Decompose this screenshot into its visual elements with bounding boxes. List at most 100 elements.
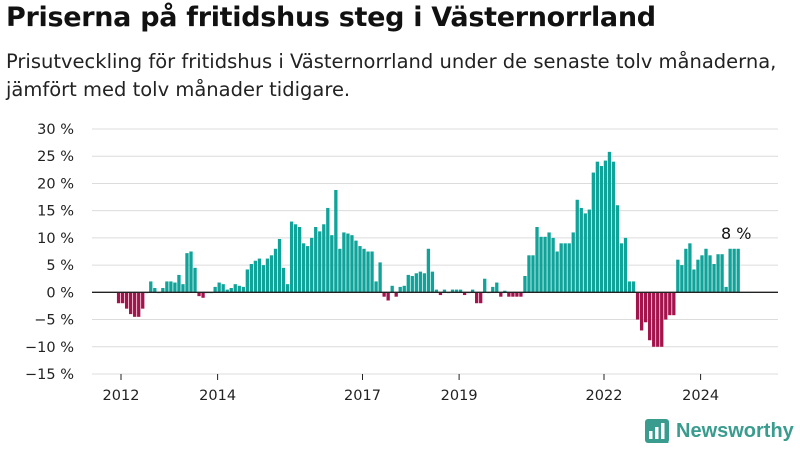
bar	[338, 248, 342, 293]
y-tick-label: 0 %	[46, 285, 74, 301]
bar	[149, 281, 153, 293]
bar	[454, 289, 459, 293]
bar	[314, 227, 318, 293]
bars	[116, 151, 740, 347]
bar	[567, 243, 571, 293]
bar	[133, 292, 137, 317]
bar	[656, 292, 660, 347]
y-tick-label: 20 %	[37, 176, 74, 192]
bar	[269, 255, 274, 293]
bar	[660, 292, 664, 347]
x-tick-label: 2017	[344, 388, 381, 404]
bar	[169, 281, 173, 293]
bar	[237, 285, 241, 293]
bar	[249, 264, 254, 293]
bar	[434, 289, 439, 293]
bar	[402, 285, 406, 293]
brand-name: Newsworthy	[676, 419, 794, 442]
x-tick-label: 2024	[682, 388, 719, 404]
bar	[680, 265, 684, 293]
bar	[462, 292, 467, 296]
x-axis-ticks: 2012 2014 2017 2019 2022 2024	[103, 374, 719, 404]
bar	[515, 292, 519, 297]
newsworthy-logo: Newsworthy	[644, 418, 794, 444]
y-tick-label: 5 %	[46, 258, 74, 274]
bar	[161, 287, 165, 293]
bar	[370, 251, 374, 293]
bar	[342, 232, 346, 293]
bar	[366, 251, 370, 293]
bar	[173, 282, 177, 293]
bar	[563, 243, 567, 293]
bar	[398, 286, 402, 293]
bar	[579, 207, 583, 293]
bar	[197, 292, 201, 297]
bar	[334, 189, 338, 293]
bar	[503, 290, 507, 293]
y-tick-label: −5 %	[34, 313, 74, 329]
bar	[599, 166, 604, 293]
bar	[386, 292, 390, 301]
bar	[378, 262, 382, 293]
bar	[326, 207, 330, 293]
bar	[688, 243, 692, 293]
bar	[479, 292, 483, 304]
bar	[233, 284, 237, 293]
bar	[289, 221, 294, 293]
bar	[293, 224, 298, 293]
bar	[623, 237, 628, 293]
bar	[587, 209, 591, 293]
bar	[696, 259, 700, 293]
bar	[281, 267, 286, 293]
bar	[519, 292, 523, 297]
bar	[358, 246, 362, 293]
bar	[241, 286, 245, 293]
bar	[716, 254, 720, 293]
bar	[652, 292, 656, 347]
bar	[664, 292, 668, 320]
bar	[185, 253, 189, 293]
bar	[559, 243, 563, 293]
bar	[495, 282, 499, 293]
bar	[129, 292, 133, 315]
bar	[346, 233, 350, 293]
bar	[450, 289, 455, 293]
bar	[672, 292, 676, 316]
bar	[318, 231, 322, 293]
bar	[394, 292, 398, 297]
bar	[704, 248, 708, 293]
bar	[221, 284, 225, 293]
bar	[631, 281, 636, 293]
bar	[470, 289, 475, 293]
bar	[322, 224, 326, 293]
y-tick-label: 10 %	[37, 231, 74, 247]
bar	[374, 281, 378, 293]
bar	[257, 258, 262, 293]
bar	[181, 284, 185, 293]
bar	[547, 232, 551, 293]
bar	[475, 292, 479, 304]
bar	[225, 289, 229, 293]
bar	[430, 271, 435, 293]
x-tick-label: 2014	[199, 388, 236, 404]
bar	[684, 248, 688, 293]
bar	[442, 289, 447, 293]
bar	[527, 255, 531, 293]
bar	[708, 255, 712, 293]
bar	[603, 160, 608, 293]
bar	[543, 236, 547, 293]
bar	[189, 251, 193, 293]
bar	[217, 282, 221, 293]
bar	[607, 151, 612, 293]
bar	[531, 255, 535, 293]
bar	[491, 286, 495, 293]
bar	[229, 287, 233, 293]
bar	[483, 278, 487, 293]
bar	[627, 281, 632, 293]
bar	[177, 274, 181, 293]
bar	[245, 269, 249, 293]
bar	[648, 292, 652, 341]
bar	[575, 199, 579, 293]
bar	[644, 292, 648, 323]
